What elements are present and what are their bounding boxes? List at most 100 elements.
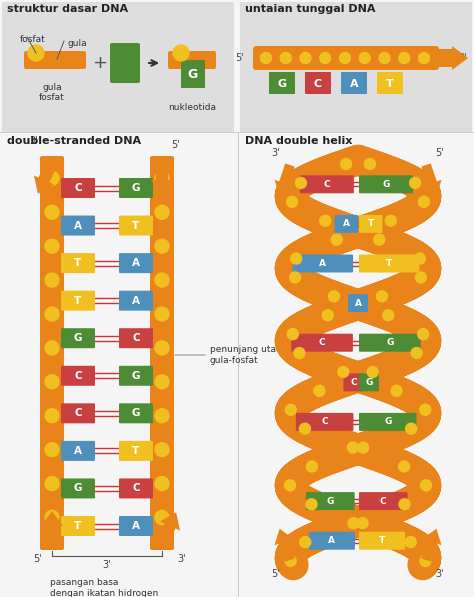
Text: G: G	[74, 484, 82, 494]
Circle shape	[300, 537, 311, 547]
FancyArrow shape	[41, 511, 63, 544]
Circle shape	[155, 341, 169, 355]
Circle shape	[300, 53, 311, 63]
Circle shape	[45, 341, 59, 355]
Circle shape	[261, 53, 272, 63]
Circle shape	[306, 461, 318, 472]
FancyBboxPatch shape	[61, 253, 95, 273]
Text: A: A	[355, 298, 362, 307]
Circle shape	[287, 329, 298, 340]
FancyBboxPatch shape	[119, 291, 153, 310]
Text: C: C	[321, 417, 328, 426]
Circle shape	[420, 555, 431, 567]
Text: A: A	[132, 296, 140, 306]
Text: G: G	[132, 371, 140, 381]
Circle shape	[385, 216, 396, 226]
FancyBboxPatch shape	[61, 404, 95, 423]
FancyBboxPatch shape	[309, 532, 355, 550]
FancyBboxPatch shape	[181, 60, 205, 88]
Text: 3': 3'	[103, 560, 111, 570]
Circle shape	[294, 347, 305, 359]
Text: 3': 3'	[458, 53, 466, 63]
Circle shape	[322, 310, 333, 321]
Circle shape	[295, 177, 306, 189]
FancyBboxPatch shape	[61, 291, 95, 310]
FancyBboxPatch shape	[335, 215, 358, 233]
FancyArrow shape	[421, 164, 441, 196]
FancyArrow shape	[151, 162, 173, 195]
Circle shape	[155, 510, 169, 525]
FancyBboxPatch shape	[300, 176, 354, 193]
FancyBboxPatch shape	[305, 72, 331, 94]
Circle shape	[391, 385, 402, 396]
Text: C: C	[350, 378, 357, 387]
Circle shape	[285, 555, 296, 567]
Text: 3': 3'	[30, 136, 38, 146]
Circle shape	[419, 53, 429, 63]
FancyBboxPatch shape	[359, 254, 419, 272]
Text: T: T	[74, 296, 82, 306]
Circle shape	[155, 273, 169, 287]
FancyBboxPatch shape	[253, 46, 439, 70]
FancyBboxPatch shape	[24, 51, 86, 69]
Circle shape	[155, 409, 169, 423]
Circle shape	[45, 375, 59, 389]
FancyArrow shape	[274, 529, 295, 562]
Text: C: C	[380, 497, 387, 506]
FancyArrow shape	[421, 529, 441, 562]
Text: C: C	[74, 408, 82, 418]
Text: DNA double helix: DNA double helix	[245, 136, 352, 146]
Circle shape	[306, 498, 317, 510]
Text: C: C	[132, 484, 140, 494]
Circle shape	[376, 291, 387, 302]
FancyBboxPatch shape	[119, 516, 153, 536]
Text: A: A	[132, 521, 140, 531]
Circle shape	[45, 239, 59, 253]
Circle shape	[383, 310, 394, 321]
Text: T: T	[74, 521, 82, 531]
Circle shape	[399, 53, 410, 63]
FancyBboxPatch shape	[168, 51, 216, 69]
FancyBboxPatch shape	[2, 2, 234, 132]
FancyBboxPatch shape	[359, 215, 383, 233]
FancyBboxPatch shape	[61, 366, 95, 386]
Text: pasangan basa
dengan ikatan hidrogen: pasangan basa dengan ikatan hidrogen	[50, 578, 158, 597]
Circle shape	[155, 171, 169, 185]
FancyBboxPatch shape	[119, 216, 153, 236]
Text: G: G	[365, 378, 373, 387]
Circle shape	[348, 518, 359, 529]
Text: C: C	[314, 79, 322, 89]
Circle shape	[45, 307, 59, 321]
Text: 5': 5'	[172, 140, 181, 150]
Text: 5': 5'	[34, 554, 42, 564]
Circle shape	[173, 45, 189, 61]
FancyBboxPatch shape	[296, 413, 354, 431]
Circle shape	[341, 159, 352, 170]
FancyBboxPatch shape	[150, 156, 174, 550]
FancyBboxPatch shape	[110, 43, 140, 83]
FancyBboxPatch shape	[61, 516, 95, 536]
Circle shape	[300, 423, 310, 434]
Circle shape	[410, 177, 420, 189]
Circle shape	[415, 272, 427, 283]
FancyBboxPatch shape	[40, 156, 64, 550]
Text: G: G	[277, 79, 287, 89]
Text: fosfat: fosfat	[20, 35, 46, 44]
FancyBboxPatch shape	[348, 294, 368, 312]
Text: gula
fosfat: gula fosfat	[39, 83, 65, 103]
Text: untaian tunggal DNA: untaian tunggal DNA	[245, 4, 375, 14]
FancyBboxPatch shape	[359, 492, 408, 510]
Circle shape	[45, 409, 59, 423]
Text: G: G	[132, 408, 140, 418]
Circle shape	[411, 347, 422, 359]
FancyBboxPatch shape	[119, 178, 153, 198]
Circle shape	[45, 476, 59, 491]
FancyBboxPatch shape	[61, 441, 95, 461]
Text: struktur dasar DNA: struktur dasar DNA	[7, 4, 128, 14]
Text: A: A	[74, 446, 82, 456]
Circle shape	[359, 53, 370, 63]
Text: nukleotida: nukleotida	[168, 103, 216, 112]
Circle shape	[331, 234, 342, 245]
Circle shape	[357, 442, 369, 453]
FancyBboxPatch shape	[341, 72, 367, 94]
